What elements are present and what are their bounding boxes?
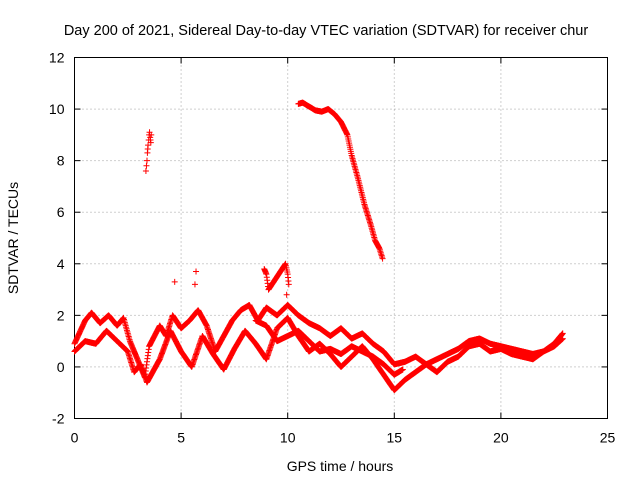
x-axis-label: GPS time / hours [287,458,394,474]
data-point [399,366,406,373]
series-descending-track [295,99,386,262]
y-tick-label: 2 [57,307,65,323]
series-isolated-cluster [142,129,155,174]
data-point [148,131,155,138]
y-tick-label: 12 [49,50,65,66]
series-track-A [71,302,566,381]
data-point [142,167,149,174]
data-point [145,142,152,149]
series-spikes [171,260,292,298]
chart-title: Day 200 of 2021, Sidereal Day-to-day VTE… [64,23,589,39]
data-point [147,139,154,146]
data-point [285,281,292,288]
grid-lines [74,57,608,419]
data-point [143,157,150,164]
data-point [379,255,386,262]
x-tick-label: 25 [600,430,616,446]
y-tick-label: 4 [57,256,65,272]
series-track-C [252,317,406,378]
x-tick-label: 5 [177,430,185,446]
x-tick-label: 20 [493,430,509,446]
x-tick-label: 15 [387,430,403,446]
data-point [193,268,200,275]
data-point [191,281,198,288]
x-tick-label: 0 [71,430,79,446]
axis-ticks: 0 5 10 15 20 25 -2 0 2 4 6 8 10 12 [49,50,616,446]
y-tick-label: 8 [57,153,65,169]
y-axis-label: SDTVAR / TECUs [5,182,21,294]
data-point [559,335,566,342]
plot-frame [74,57,608,419]
y-tick-label: 6 [57,204,65,220]
y-tick-label: -2 [52,411,65,427]
y-tick-label: 0 [57,359,65,375]
data-point [283,291,290,298]
data-point [171,278,178,285]
data-points [71,99,566,394]
x-tick-label: 10 [280,430,296,446]
data-point [559,330,566,337]
y-tick-label: 10 [49,101,65,117]
data-point [143,162,150,169]
